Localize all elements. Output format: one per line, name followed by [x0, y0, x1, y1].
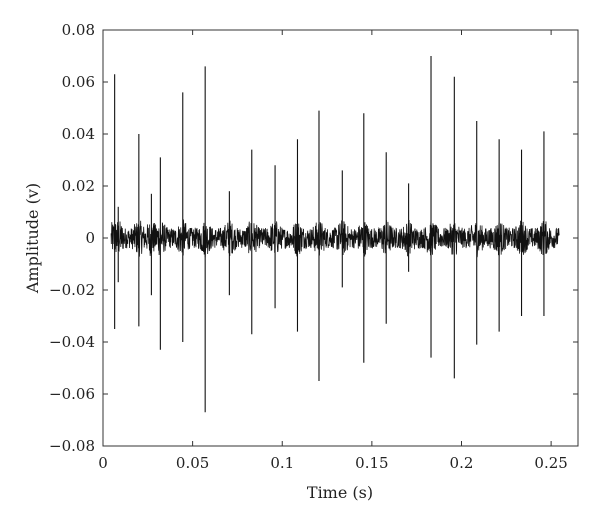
y-tick-label: 0.04	[62, 125, 95, 143]
y-tick-label: −0.04	[49, 333, 95, 351]
y-tick-label: −0.06	[49, 385, 95, 403]
signal-noise	[110, 219, 560, 258]
x-tick-label: 0.15	[355, 454, 388, 472]
y-tick-label: 0.08	[62, 21, 95, 39]
y-tick-label: −0.08	[49, 437, 95, 455]
x-tick-label: 0.05	[176, 454, 209, 472]
x-tick-label: 0.1	[270, 454, 294, 472]
y-tick-label: −0.02	[49, 281, 95, 299]
y-axis-label: Amplitude (v)	[23, 183, 42, 294]
x-axis-label: Time (s)	[307, 483, 373, 502]
y-tick-label: 0.06	[62, 73, 95, 91]
x-tick-label: 0.2	[450, 454, 474, 472]
x-tick-label: 0.25	[534, 454, 567, 472]
y-tick-label: 0	[85, 229, 95, 247]
x-tick-label: 0	[98, 454, 108, 472]
y-tick-label: 0.02	[62, 177, 95, 195]
